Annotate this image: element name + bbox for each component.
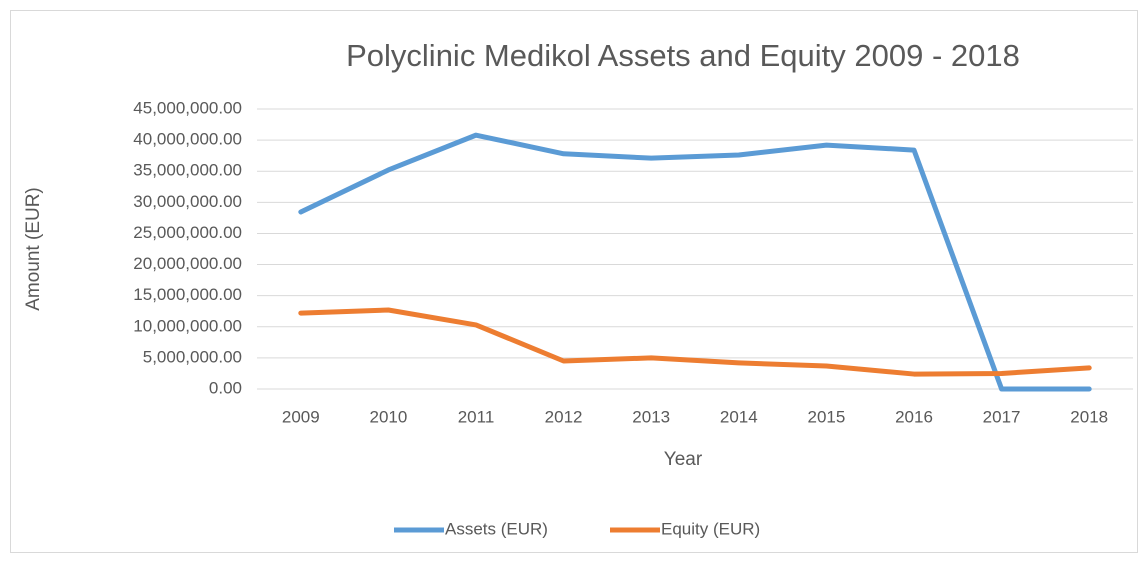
chart-title: Polyclinic Medikol Assets and Equity 200… bbox=[346, 38, 1020, 73]
y-tick-label: 5,000,000.00 bbox=[143, 347, 242, 366]
y-tick-label: 15,000,000.00 bbox=[133, 285, 242, 304]
y-tick-label: 35,000,000.00 bbox=[133, 161, 242, 180]
x-tick-label: 2018 bbox=[1070, 407, 1108, 426]
x-axis-label: Year bbox=[664, 449, 703, 470]
y-tick-label: 45,000,000.00 bbox=[133, 98, 242, 117]
y-tick-label: 10,000,000.00 bbox=[133, 316, 242, 335]
x-tick-label: 2015 bbox=[807, 407, 845, 426]
y-tick-label: 20,000,000.00 bbox=[133, 254, 242, 273]
y-tick-label: 0.00 bbox=[209, 378, 242, 397]
x-tick-label: 2009 bbox=[282, 407, 320, 426]
x-tick-label: 2012 bbox=[545, 407, 583, 426]
legend-label: Assets (EUR) bbox=[445, 519, 548, 538]
legend-label: Equity (EUR) bbox=[661, 519, 760, 538]
series-line bbox=[298, 307, 1092, 377]
y-axis-label: Amount (EUR) bbox=[23, 187, 44, 311]
chart-frame bbox=[10, 10, 1138, 553]
x-tick-label: 2011 bbox=[458, 407, 495, 426]
x-tick-label: 2014 bbox=[720, 407, 758, 426]
x-tick-label: 2017 bbox=[983, 407, 1021, 426]
y-tick-label: 25,000,000.00 bbox=[133, 223, 242, 242]
x-tick-label: 2016 bbox=[895, 407, 933, 426]
y-tick-label: 40,000,000.00 bbox=[133, 130, 242, 149]
x-tick-label: 2013 bbox=[632, 407, 670, 426]
x-tick-label: 2010 bbox=[369, 407, 407, 426]
series-line bbox=[298, 132, 1092, 392]
y-tick-label: 30,000,000.00 bbox=[133, 192, 242, 211]
